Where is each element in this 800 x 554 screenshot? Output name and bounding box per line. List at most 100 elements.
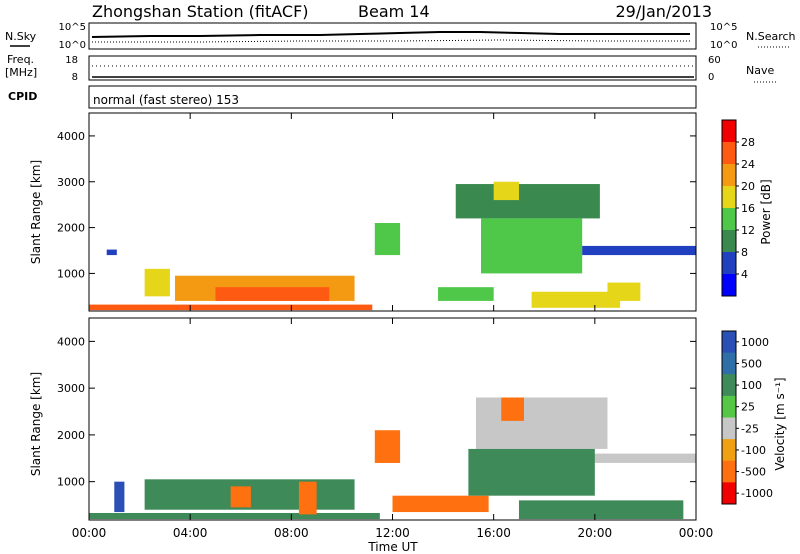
freq-label: Freq. xyxy=(7,53,34,66)
nsky-trace xyxy=(91,31,690,38)
power-colorbar-swatch xyxy=(722,120,736,143)
velocity-colorbar-swatch xyxy=(722,374,736,397)
nsky-tick-bottom: 10^0 xyxy=(59,40,86,51)
power-echo-region xyxy=(438,287,494,301)
nave-tick-top: 60 xyxy=(708,55,721,66)
velocity-echo-region xyxy=(518,500,684,520)
power-colorbar-tick-label: 4 xyxy=(741,268,748,281)
velocity-ylabel: Slant Range [km] xyxy=(29,372,43,476)
cpid-label: CPID xyxy=(8,90,37,103)
power-ytick-label: 2000 xyxy=(57,222,85,235)
velocity-echo-region xyxy=(468,448,595,496)
velocity-colorbar-tick-label: 500 xyxy=(741,357,762,370)
nsearch-label: N.Search xyxy=(746,30,796,43)
x-tick-label: 20:00 xyxy=(578,526,613,540)
velocity-colorbar-swatch xyxy=(722,331,736,354)
velocity-echo-region xyxy=(114,481,125,513)
velocity-panel: 1000 2000 3000 4000 xyxy=(57,317,697,521)
velocity-ytick-label: 2000 xyxy=(57,429,85,442)
velocity-colorbar-tick-label: -500 xyxy=(741,466,766,479)
power-colorbar-tick-label: 20 xyxy=(741,180,755,193)
velocity-colorbar-tick-label: -25 xyxy=(741,422,759,435)
freq-tick-bottom: 8 xyxy=(72,72,78,83)
power-ylabel: Slant Range [km] xyxy=(29,160,43,264)
velocity-colorbar-label: Velocity [m s⁻¹] xyxy=(773,377,787,470)
nave-tick-bottom: 0 xyxy=(708,72,714,83)
power-echo-region xyxy=(481,218,583,274)
power-echo-region xyxy=(493,181,519,201)
power-panel: 1000 2000 3000 4000 xyxy=(57,112,697,312)
power-echo-region xyxy=(374,223,401,256)
power-echo-region xyxy=(531,291,621,308)
power-echo-region xyxy=(144,268,170,297)
velocity-echo-region xyxy=(298,481,317,515)
date-label: 29/Jan/2013 xyxy=(615,2,712,21)
velocity-echo-region xyxy=(569,453,696,463)
nsky-label: N.Sky xyxy=(5,30,37,43)
velocity-colorbar-swatch xyxy=(722,460,736,483)
power-echo-region xyxy=(582,245,696,256)
nsearch-trace xyxy=(92,39,690,43)
nave-label: Nave xyxy=(746,64,774,77)
x-axis-ticks: 00:00 04:00 08:00 12:00 16:00 20:00 00:00 xyxy=(72,526,714,540)
nsky-tick-bottom-right: 10^0 xyxy=(710,40,737,51)
power-ytick-label: 1000 xyxy=(57,267,85,280)
velocity-colorbar-tick-label: 1000 xyxy=(741,336,769,349)
power-echo-region xyxy=(455,184,600,219)
velocity-echo-region xyxy=(374,430,401,463)
freq-strip xyxy=(88,55,697,81)
x-tick-label: 16:00 xyxy=(476,526,511,540)
power-echo-region xyxy=(89,304,373,311)
power-colorbar-tick-label: 12 xyxy=(741,224,755,237)
power-colorbar-swatch xyxy=(722,186,736,209)
velocity-colorbar-swatch xyxy=(722,417,736,440)
x-tick-label: 00:00 xyxy=(679,526,714,540)
power-colorbar: 4 8 12 16 20 24 28 xyxy=(721,119,755,297)
velocity-colorbar-tick-label: 25 xyxy=(741,401,755,414)
power-ytick-label: 4000 xyxy=(57,130,85,143)
velocity-echo-region xyxy=(230,486,251,508)
freq-unit-label: [MHz] xyxy=(5,66,37,79)
x-axis-label: Time UT xyxy=(367,540,418,554)
velocity-ytick-label: 1000 xyxy=(57,476,85,489)
velocity-colorbar-swatch xyxy=(722,395,736,418)
power-colorbar-swatch xyxy=(722,252,736,275)
power-colorbar-swatch xyxy=(722,274,736,297)
velocity-colorbar-frame xyxy=(721,330,737,505)
velocity-colorbar-swatch xyxy=(722,482,736,505)
power-colorbar-tick-label: 24 xyxy=(741,158,755,171)
station-title: Zhongshan Station (fitACF) xyxy=(92,2,309,21)
power-colorbar-swatch xyxy=(722,142,736,165)
velocity-colorbar-tick-label: 100 xyxy=(741,379,762,392)
power-echo-region xyxy=(106,249,117,256)
x-tick-label: 04:00 xyxy=(173,526,208,540)
velocity-colorbar: 1000 500 100 25 -25 -100 -500 -1000 xyxy=(721,330,773,505)
nsky-strip xyxy=(88,22,697,50)
power-ytick-label: 3000 xyxy=(57,176,85,189)
power-colorbar-swatch xyxy=(722,164,736,187)
mode-label: normal (fast stereo) 153 xyxy=(93,93,239,107)
velocity-colorbar-swatch xyxy=(722,352,736,375)
nsky-tick-top: 10^5 xyxy=(59,22,86,33)
power-colorbar-swatch xyxy=(722,230,736,253)
nsky-tick-top-right: 10^5 xyxy=(710,22,737,33)
x-tick-label: 00:00 xyxy=(72,526,107,540)
x-tick-label: 08:00 xyxy=(274,526,309,540)
power-colorbar-swatch xyxy=(722,208,736,231)
x-tick-label: 12:00 xyxy=(375,526,410,540)
power-colorbar-label: Power [dB] xyxy=(759,179,773,244)
power-colorbar-tick-label: 16 xyxy=(741,202,755,215)
power-colorbar-tick-label: 8 xyxy=(741,246,748,259)
velocity-ytick-label: 4000 xyxy=(57,335,85,348)
velocity-echo-region xyxy=(392,495,489,513)
beam-label: Beam 14 xyxy=(358,2,430,21)
cpid-strip xyxy=(88,85,697,109)
power-colorbar-tick-label: 28 xyxy=(741,136,755,149)
velocity-echo-region xyxy=(89,512,380,520)
velocity-ytick-label: 3000 xyxy=(57,382,85,395)
power-echo-region xyxy=(215,287,330,301)
velocity-colorbar-tick-label: -1000 xyxy=(741,487,773,500)
freq-tick-top: 18 xyxy=(65,55,78,66)
power-echo-region xyxy=(607,282,641,301)
